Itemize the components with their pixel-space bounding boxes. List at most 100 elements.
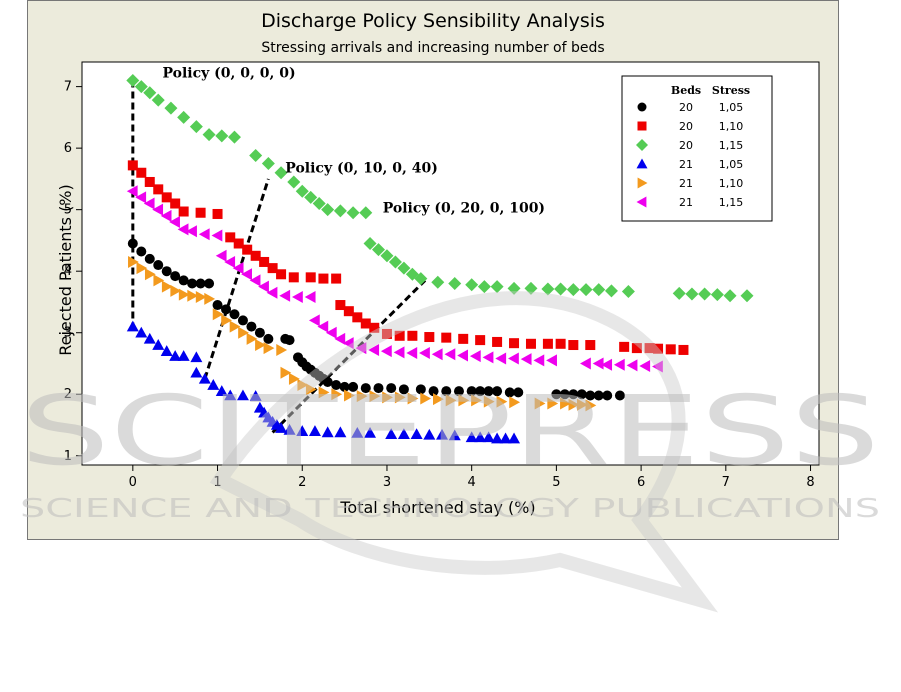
- x-axis: 0 1 2 3 4 5 6 7 8: [129, 465, 815, 490]
- data-point: [420, 392, 432, 405]
- data-point: [621, 284, 635, 298]
- data-point: [698, 287, 712, 301]
- data-point: [457, 349, 469, 362]
- data-point: [250, 250, 261, 261]
- data-point: [215, 129, 229, 143]
- data-point: [305, 383, 317, 396]
- data-point: [509, 338, 520, 349]
- data-point: [482, 351, 494, 364]
- data-point: [274, 166, 288, 180]
- data-point: [678, 344, 689, 355]
- data-point: [601, 358, 613, 371]
- data-point: [296, 425, 309, 436]
- data-point: [312, 197, 326, 211]
- data-point: [546, 354, 557, 367]
- data-point: [665, 344, 676, 355]
- data-point: [504, 387, 515, 398]
- data-point: [373, 383, 384, 394]
- data-point: [541, 282, 555, 296]
- data-point: [224, 389, 237, 401]
- y-tick-label: 6: [64, 141, 72, 156]
- data-point: [356, 390, 368, 403]
- data-point: [254, 327, 265, 338]
- data-point: [414, 272, 428, 286]
- data-point: [380, 345, 392, 358]
- data-point: [453, 386, 464, 397]
- series-20-1-05: [127, 238, 625, 401]
- data-point: [333, 204, 347, 218]
- data-point: [445, 394, 457, 407]
- data-point: [161, 280, 173, 293]
- data-point: [410, 428, 423, 440]
- data-point: [436, 428, 449, 440]
- data-point: [585, 340, 596, 351]
- data-point: [474, 431, 487, 443]
- data-point: [351, 427, 364, 438]
- data-point: [653, 343, 664, 354]
- policy-line: [203, 178, 270, 380]
- data-point: [127, 238, 138, 249]
- data-point: [292, 291, 303, 304]
- data-point: [492, 336, 503, 347]
- data-point: [169, 215, 180, 228]
- data-point: [331, 388, 343, 401]
- data-point: [631, 343, 642, 354]
- data-point: [177, 350, 190, 361]
- data-point: [189, 120, 203, 134]
- legend-marker: [637, 102, 647, 112]
- data-point: [127, 160, 138, 171]
- data-point: [397, 261, 411, 275]
- data-point: [580, 357, 591, 370]
- y-axis: 1 2 3 4 5 6 7: [64, 80, 82, 464]
- data-point: [381, 328, 392, 339]
- y-tick-label: 2: [64, 387, 72, 402]
- data-point: [458, 333, 469, 344]
- x-axis-label: Total shortened stay (%): [339, 498, 535, 517]
- data-point: [602, 390, 613, 401]
- data-point: [469, 350, 481, 363]
- data-point: [304, 291, 316, 304]
- data-point: [507, 281, 521, 295]
- data-point: [204, 278, 215, 289]
- data-point: [334, 332, 346, 345]
- data-point: [639, 359, 651, 372]
- data-point: [359, 206, 373, 220]
- data-point: [579, 283, 593, 297]
- data-point: [255, 339, 266, 352]
- data-point: [152, 339, 165, 350]
- data-point: [534, 397, 546, 410]
- legend-header-beds: Beds: [671, 84, 701, 97]
- policy-annotations: Policy (0, 0, 0, 0) Policy (0, 10, 0, 40)…: [162, 65, 545, 216]
- data-point: [448, 276, 462, 290]
- data-point: [153, 184, 164, 195]
- data-point: [178, 275, 189, 286]
- data-point: [352, 312, 363, 323]
- data-point: [215, 249, 227, 262]
- data-point: [592, 357, 604, 370]
- series-21-1-15: [126, 185, 663, 373]
- legend-marker: [636, 196, 647, 208]
- legend-beds: 20: [679, 101, 693, 114]
- data-point: [448, 429, 461, 441]
- x-tick-label: 1: [213, 475, 221, 490]
- data-point: [236, 389, 249, 401]
- data-point: [614, 390, 625, 401]
- data-point: [710, 288, 724, 302]
- data-point: [368, 343, 380, 356]
- data-point: [524, 281, 538, 295]
- data-point: [305, 272, 316, 283]
- data-point: [318, 386, 330, 399]
- data-point: [508, 352, 519, 365]
- data-point: [221, 304, 232, 315]
- data-point: [431, 348, 443, 361]
- data-point: [394, 330, 405, 341]
- data-point: [424, 332, 435, 343]
- chart-title: Discharge Policy Sensibility Analysis: [261, 10, 605, 32]
- data-point: [482, 431, 495, 443]
- legend-beds: 21: [679, 196, 693, 209]
- data-point: [308, 425, 321, 436]
- legend-beds: 21: [679, 177, 693, 190]
- data-point: [371, 243, 385, 257]
- data-point: [195, 278, 206, 289]
- data-point: [151, 93, 165, 107]
